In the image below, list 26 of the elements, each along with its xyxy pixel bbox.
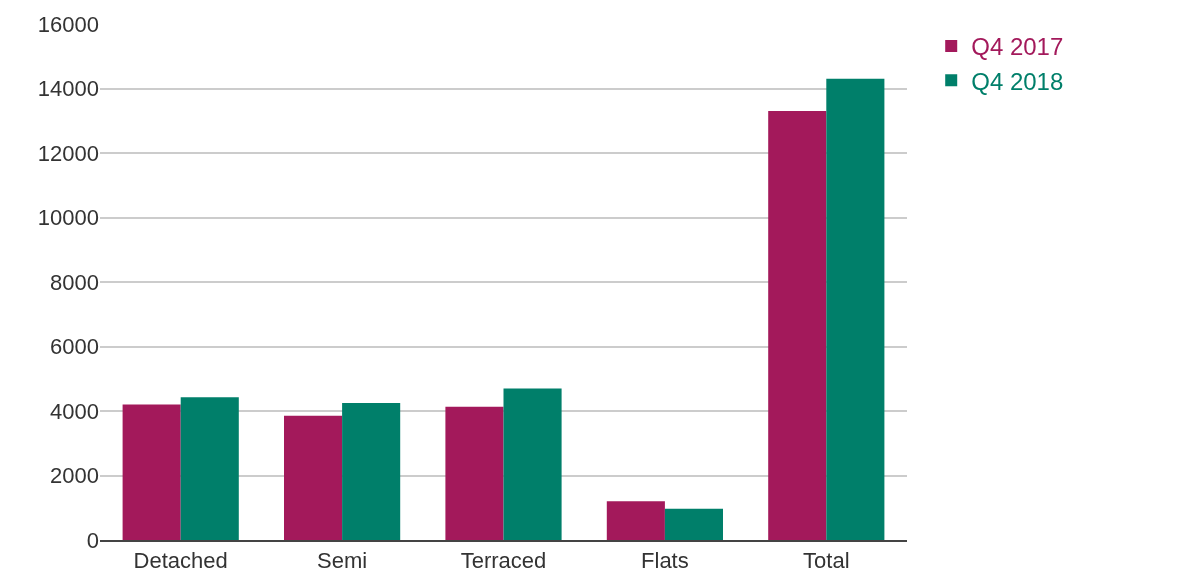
bar (826, 78, 885, 540)
y-tick-label: 16000 (37, 11, 99, 37)
legend-label: Q4 2017 (971, 33, 1064, 61)
bar (664, 508, 723, 540)
y-tick-label: 10000 (37, 205, 99, 231)
x-tick-label: Flats (641, 548, 689, 574)
y-tick-label: 2000 (50, 463, 99, 489)
y-tick-label: 12000 (37, 140, 99, 166)
y-tick-label: 0 (86, 527, 99, 553)
bar (445, 406, 504, 540)
y-tick-label: 8000 (50, 269, 99, 295)
bar (284, 415, 343, 540)
y-tick-label: 6000 (50, 334, 99, 360)
x-tick-label: Terraced (460, 548, 547, 574)
x-tick-label: Detached (133, 548, 228, 574)
x-tick-label: Semi (317, 548, 368, 574)
legend-label: Q4 2018 (971, 67, 1064, 95)
bar (606, 501, 665, 540)
y-tick-label: 14000 (37, 76, 99, 102)
bar (180, 397, 239, 540)
bar (768, 111, 827, 540)
bar (122, 404, 181, 540)
y-tick-label: 4000 (50, 398, 99, 424)
x-tick-label: Total (803, 548, 850, 574)
bar (503, 388, 562, 540)
bar (342, 402, 401, 540)
